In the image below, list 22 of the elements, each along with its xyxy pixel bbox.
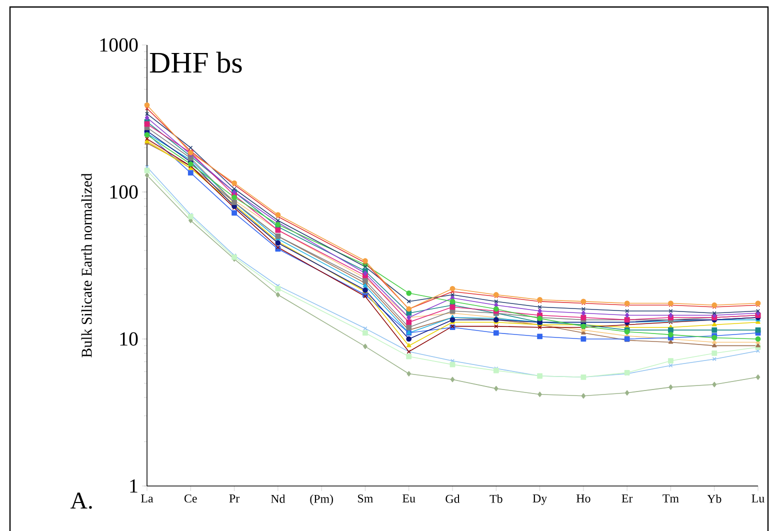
- x-tick-label: Sm: [358, 494, 374, 503]
- text: A.: [70, 492, 92, 509]
- y-axis-title: Bulk Silicate Earth normalized: [81, 173, 92, 358]
- chart-title: DHF bs: [150, 52, 242, 73]
- x-tick-label: Yb: [707, 494, 722, 503]
- x-tick-label: Tm: [662, 494, 679, 502]
- x-tick-label: La: [141, 494, 154, 502]
- y-tick-label: 10: [120, 332, 138, 346]
- x-tick-label: Er: [622, 494, 633, 502]
- x-tick-label: Ho: [576, 494, 590, 502]
- x-tick-label: Gd: [446, 494, 460, 503]
- y-tick-label: 100: [110, 185, 138, 199]
- x-tick-label: Nd: [270, 494, 286, 503]
- y-tick-label: 1000: [100, 38, 138, 52]
- y-tick-label: 1: [130, 479, 138, 493]
- x-tick-label: Ce: [184, 494, 197, 503]
- x-tick-label: Tb: [490, 494, 502, 503]
- x-tick-label: Eu: [402, 494, 416, 502]
- x-tick-label: Lu: [752, 494, 764, 502]
- x-tick-label: (Pm): [310, 494, 334, 506]
- x-tick-label: Dy: [532, 494, 548, 505]
- x-tick-label: Pr: [229, 494, 240, 502]
